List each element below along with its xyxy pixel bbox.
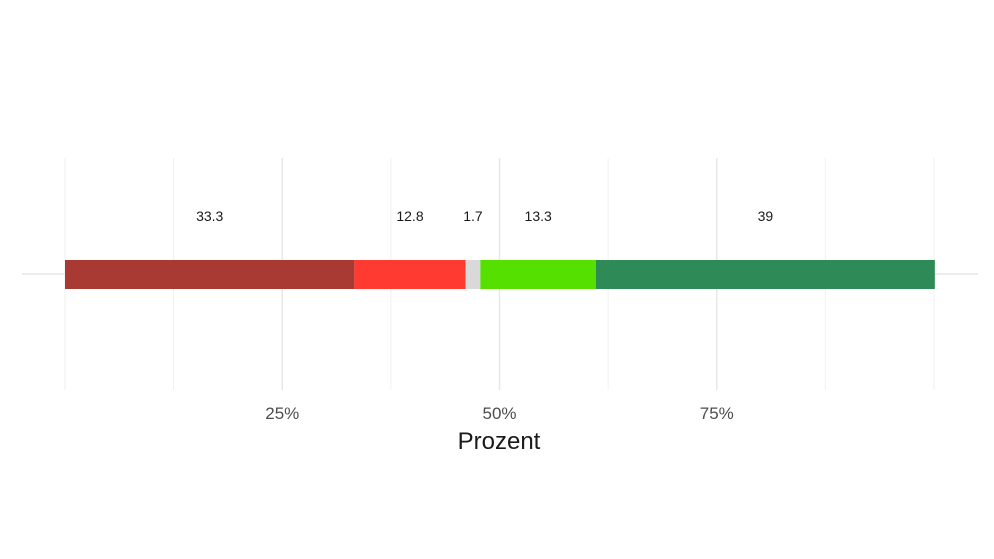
bar-segment-3	[465, 260, 481, 289]
data-label-2: 12.8	[396, 208, 423, 224]
x-axis-ticks: 25% 50% 75%	[265, 404, 734, 423]
bar-segment-5	[595, 260, 935, 289]
x-tick-label: 50%	[482, 404, 516, 423]
data-label-3: 1.7	[463, 208, 483, 224]
bar-segment-1	[65, 260, 355, 289]
data-labels: 33.3 12.8 1.7 13.3 39	[196, 208, 773, 224]
data-label-5: 39	[758, 208, 774, 224]
data-label-4: 13.3	[525, 208, 552, 224]
bar-segments	[65, 260, 935, 289]
x-axis-title: Prozent	[458, 428, 541, 455]
x-tick-label: 75%	[700, 404, 734, 423]
bar-segment-4	[480, 260, 596, 289]
x-tick-label: 25%	[265, 404, 299, 423]
bar-segment-2	[354, 260, 466, 289]
data-label-1: 33.3	[196, 208, 223, 224]
